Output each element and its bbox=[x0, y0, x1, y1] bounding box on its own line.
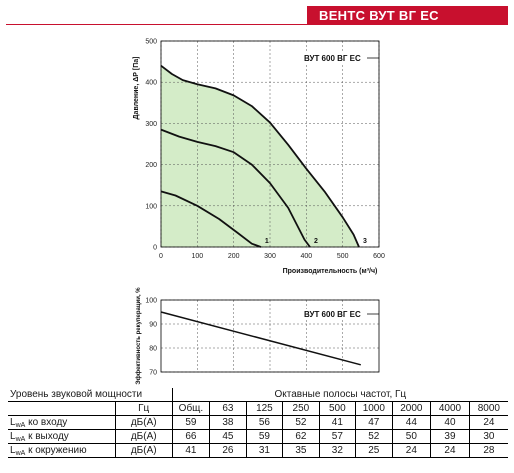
row-unit: дБ(А) bbox=[114, 415, 173, 430]
table-cell: 66 bbox=[171, 429, 210, 444]
column-header: 8000 bbox=[468, 401, 508, 416]
efficiency-curve bbox=[160, 311, 361, 366]
sound-table-group-header: Октавные полосы частот, Гц bbox=[171, 388, 508, 402]
row-unit: дБ(А) bbox=[114, 429, 173, 444]
y-tick-label: 400 bbox=[145, 80, 157, 87]
chart-title: ВУТ 600 ВГ ЕС bbox=[304, 310, 361, 319]
y-tick-label: 500 bbox=[145, 39, 157, 46]
y-tick-label: 200 bbox=[145, 162, 157, 169]
table-cell: 47 bbox=[355, 415, 393, 430]
table-cell: 62 bbox=[282, 429, 320, 444]
table-cell: 59 bbox=[245, 429, 283, 444]
table-cell: 35 bbox=[282, 443, 320, 458]
y-axis-label: Давление, ΔР [Па] bbox=[133, 57, 140, 120]
table-cell: 26 bbox=[209, 443, 247, 458]
y-tick-label: 100 bbox=[145, 298, 157, 305]
curve-label: 1 bbox=[265, 238, 269, 245]
table-cell: 24 bbox=[391, 443, 431, 458]
table-row: LwA ко входу дБ(А) 59 38 56 52 41 47 44 … bbox=[8, 415, 508, 430]
sound-table-empty-cell bbox=[8, 401, 116, 416]
y-tick-label: 70 bbox=[149, 370, 157, 377]
curve-label: 3 bbox=[363, 238, 367, 245]
fan-curve bbox=[160, 190, 262, 248]
table-cell: 31 bbox=[245, 443, 283, 458]
table-cell: 30 bbox=[468, 429, 508, 444]
table-cell: 52 bbox=[355, 429, 393, 444]
chart-title: ВУТ 600 ВГ ЕС bbox=[304, 54, 361, 63]
operating-area-fill bbox=[161, 65, 360, 247]
x-tick-label: 200 bbox=[228, 253, 240, 260]
column-header: 63 bbox=[209, 401, 247, 416]
table-cell: 59 bbox=[171, 415, 210, 430]
table-cell: 28 bbox=[468, 443, 508, 458]
table-cell: 39 bbox=[430, 429, 470, 444]
table-cell: 40 bbox=[430, 415, 470, 430]
row-unit: дБ(А) bbox=[114, 443, 173, 458]
header-title: ВЕНТС ВУТ ВГ ЕС bbox=[307, 6, 508, 25]
table-cell: 24 bbox=[430, 443, 470, 458]
efficiency-chart: 70 80 90 100 ВУТ 600 ВГ ЕС Эффективность реку… bbox=[135, 287, 380, 385]
y-tick-label: 100 bbox=[145, 203, 157, 210]
fan-curve bbox=[160, 64, 360, 248]
hz-label: Гц bbox=[114, 401, 173, 416]
table-cell: 25 bbox=[355, 443, 393, 458]
column-header: 125 bbox=[245, 401, 283, 416]
table-row: LwA к окружению дБ(А) 41 26 31 35 32 25 … bbox=[8, 443, 508, 458]
sound-power-table: Уровень звуковой мощности Октавные полос… bbox=[8, 388, 508, 458]
y-tick-label: 0 bbox=[153, 245, 157, 252]
header-rule bbox=[6, 24, 508, 25]
pressure-chart: 0 100 200 300 400 500 600 0 100 200 300 400 500 1 2 3 ВУ… bbox=[133, 39, 385, 276]
plot-frame bbox=[160, 299, 380, 373]
row-label: LwA к окружению bbox=[8, 443, 116, 458]
plot-frame bbox=[160, 40, 380, 248]
y-tick-label: 90 bbox=[149, 322, 157, 329]
sound-table-header-row: Уровень звуковой мощности Октавные полос… bbox=[8, 388, 508, 402]
table-cell: 45 bbox=[209, 429, 247, 444]
y-tick-label: 80 bbox=[149, 346, 157, 353]
column-header: 500 bbox=[318, 401, 356, 416]
x-tick-label: 100 bbox=[191, 253, 203, 260]
x-tick-label: 600 bbox=[373, 253, 385, 260]
x-tick-label: 500 bbox=[337, 253, 349, 260]
x-tick-label: 0 bbox=[159, 253, 163, 260]
sound-table-title: Уровень звуковой мощности bbox=[8, 388, 173, 402]
column-header: 250 bbox=[282, 401, 320, 416]
row-label: LwA ко входу bbox=[8, 415, 116, 430]
fan-curve bbox=[160, 128, 311, 248]
chart-title-bg bbox=[300, 309, 370, 320]
x-axis-label: Производительность (м³/ч) bbox=[283, 268, 378, 275]
y-axis-label: Эффективность рекуперации, % bbox=[135, 287, 142, 385]
table-cell: 41 bbox=[318, 415, 356, 430]
column-header: 1000 bbox=[355, 401, 393, 416]
curve-label: 2 bbox=[314, 238, 318, 245]
row-label: LwA к выходу bbox=[8, 429, 116, 444]
table-cell: 56 bbox=[245, 415, 283, 430]
table-cell: 52 bbox=[282, 415, 320, 430]
table-cell: 50 bbox=[391, 429, 431, 444]
x-tick-label: 300 bbox=[264, 253, 276, 260]
table-row: LwA к выходу дБ(А) 66 45 59 62 57 52 50 … bbox=[8, 429, 508, 444]
table-cell: 32 bbox=[318, 443, 356, 458]
table-cell: 57 bbox=[318, 429, 356, 444]
table-cell: 41 bbox=[171, 443, 210, 458]
sound-table-columns-row: Гц Общ. 63 125 250 500 1000 2000 4000 80… bbox=[8, 401, 508, 416]
y-tick-label: 300 bbox=[145, 121, 157, 128]
table-cell: 38 bbox=[209, 415, 247, 430]
chart-title-bg bbox=[300, 53, 370, 64]
column-header: 4000 bbox=[430, 401, 470, 416]
x-tick-label: 400 bbox=[300, 253, 312, 260]
table-cell: 24 bbox=[468, 415, 508, 430]
column-header: Общ. bbox=[171, 401, 210, 416]
table-cell: 44 bbox=[391, 415, 431, 430]
column-header: 2000 bbox=[391, 401, 431, 416]
